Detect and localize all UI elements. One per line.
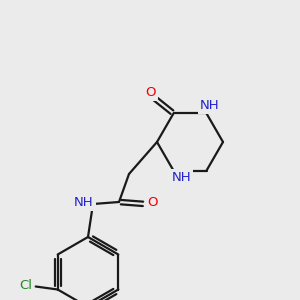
Text: NH: NH	[200, 99, 219, 112]
Text: NH: NH	[172, 171, 191, 184]
Text: O: O	[145, 86, 156, 99]
Text: Cl: Cl	[19, 279, 32, 292]
Text: O: O	[147, 196, 157, 209]
Text: NH: NH	[74, 196, 94, 209]
